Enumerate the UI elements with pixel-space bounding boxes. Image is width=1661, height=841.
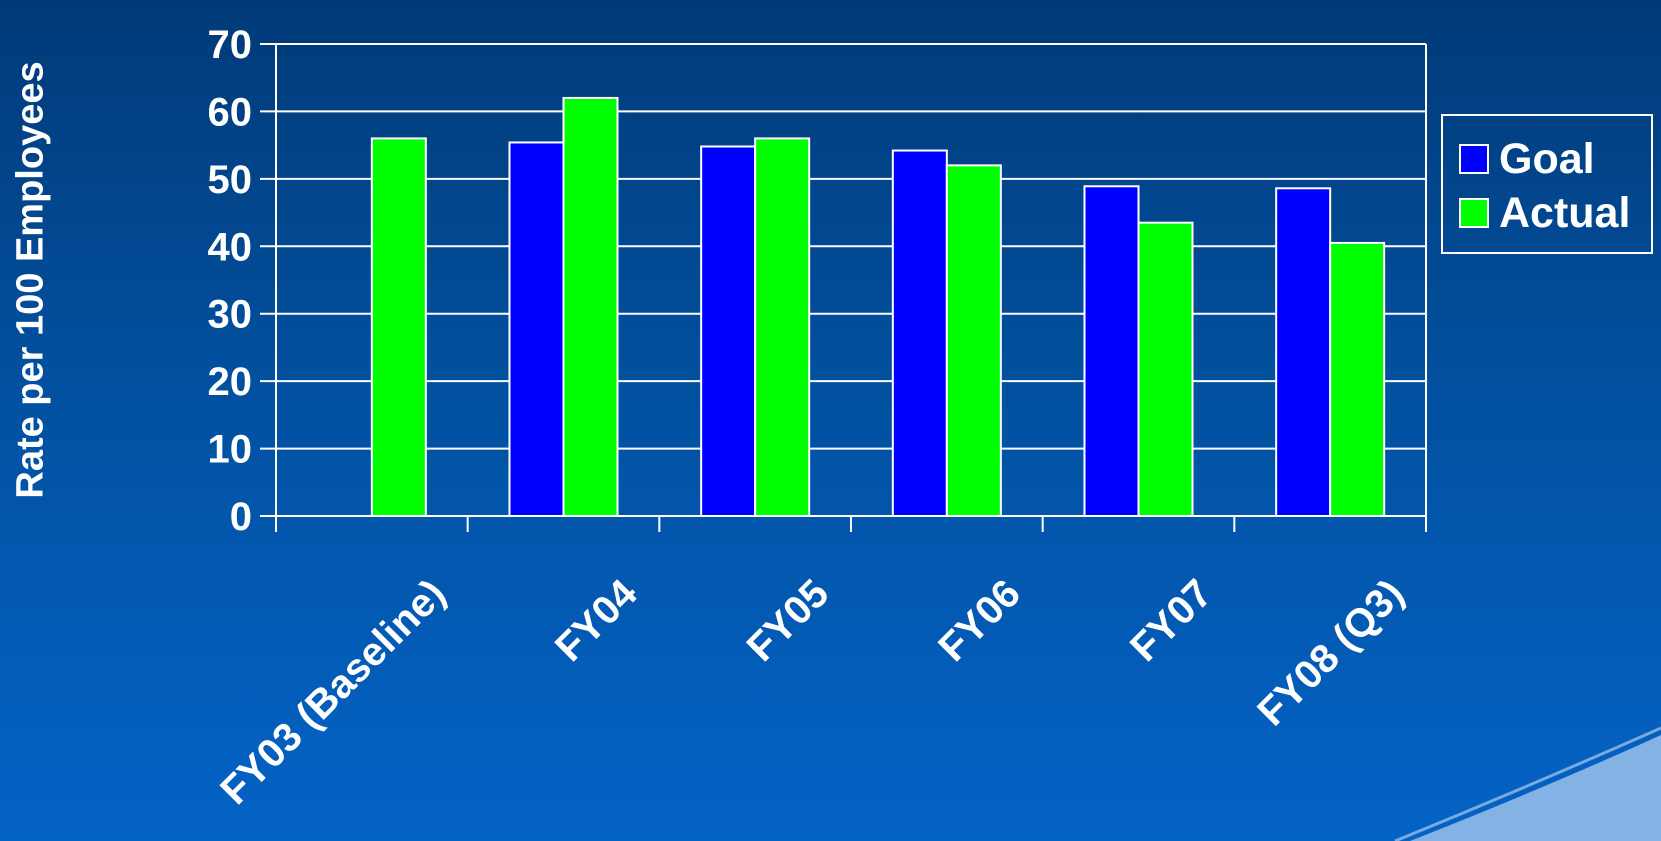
bar-actual-5	[1329, 241, 1386, 518]
y-tick-label-60: 60	[208, 90, 253, 134]
bar-goal-5	[1275, 187, 1332, 517]
bar-goal-2	[700, 145, 757, 517]
bar-actual-1	[562, 96, 619, 517]
legend-swatch-goal	[1459, 144, 1489, 174]
y-tick-label-50: 50	[208, 158, 253, 202]
bar-actual-0	[370, 137, 427, 517]
legend-label-actual: Actual	[1499, 188, 1631, 237]
legend-label-goal: Goal	[1499, 134, 1595, 183]
y-tick-label-40: 40	[208, 225, 253, 269]
bar-goal-3	[891, 149, 948, 517]
x-tick-label-1: FY04	[547, 571, 646, 670]
x-tick-label-5: FY08 (Q3)	[1249, 571, 1412, 734]
y-tick-label-20: 20	[208, 360, 253, 404]
bar-goal-1	[508, 141, 565, 517]
x-tick-label-4: FY07	[1122, 571, 1221, 670]
bar-goal-4	[1083, 185, 1140, 517]
y-tick-label-30: 30	[208, 293, 253, 337]
y-tick-label-10: 10	[208, 428, 253, 472]
bar-actual-4	[1137, 221, 1194, 518]
legend: Goal Actual	[1441, 114, 1653, 254]
legend-item-actual: Actual	[1459, 188, 1630, 238]
y-tick-label-70: 70	[208, 23, 253, 67]
legend-swatch-actual	[1459, 198, 1489, 228]
y-axis-label: Rate per 100 Employees	[9, 61, 52, 499]
y-tick-label-0: 0	[230, 495, 252, 539]
bar-actual-3	[945, 164, 1002, 517]
x-tick-label-0: FY03 (Baseline)	[212, 571, 454, 813]
bar-actual-2	[754, 137, 811, 517]
legend-item-goal: Goal	[1459, 134, 1595, 184]
x-tick-label-2: FY05	[739, 571, 838, 670]
x-tick-label-3: FY06	[930, 571, 1029, 670]
